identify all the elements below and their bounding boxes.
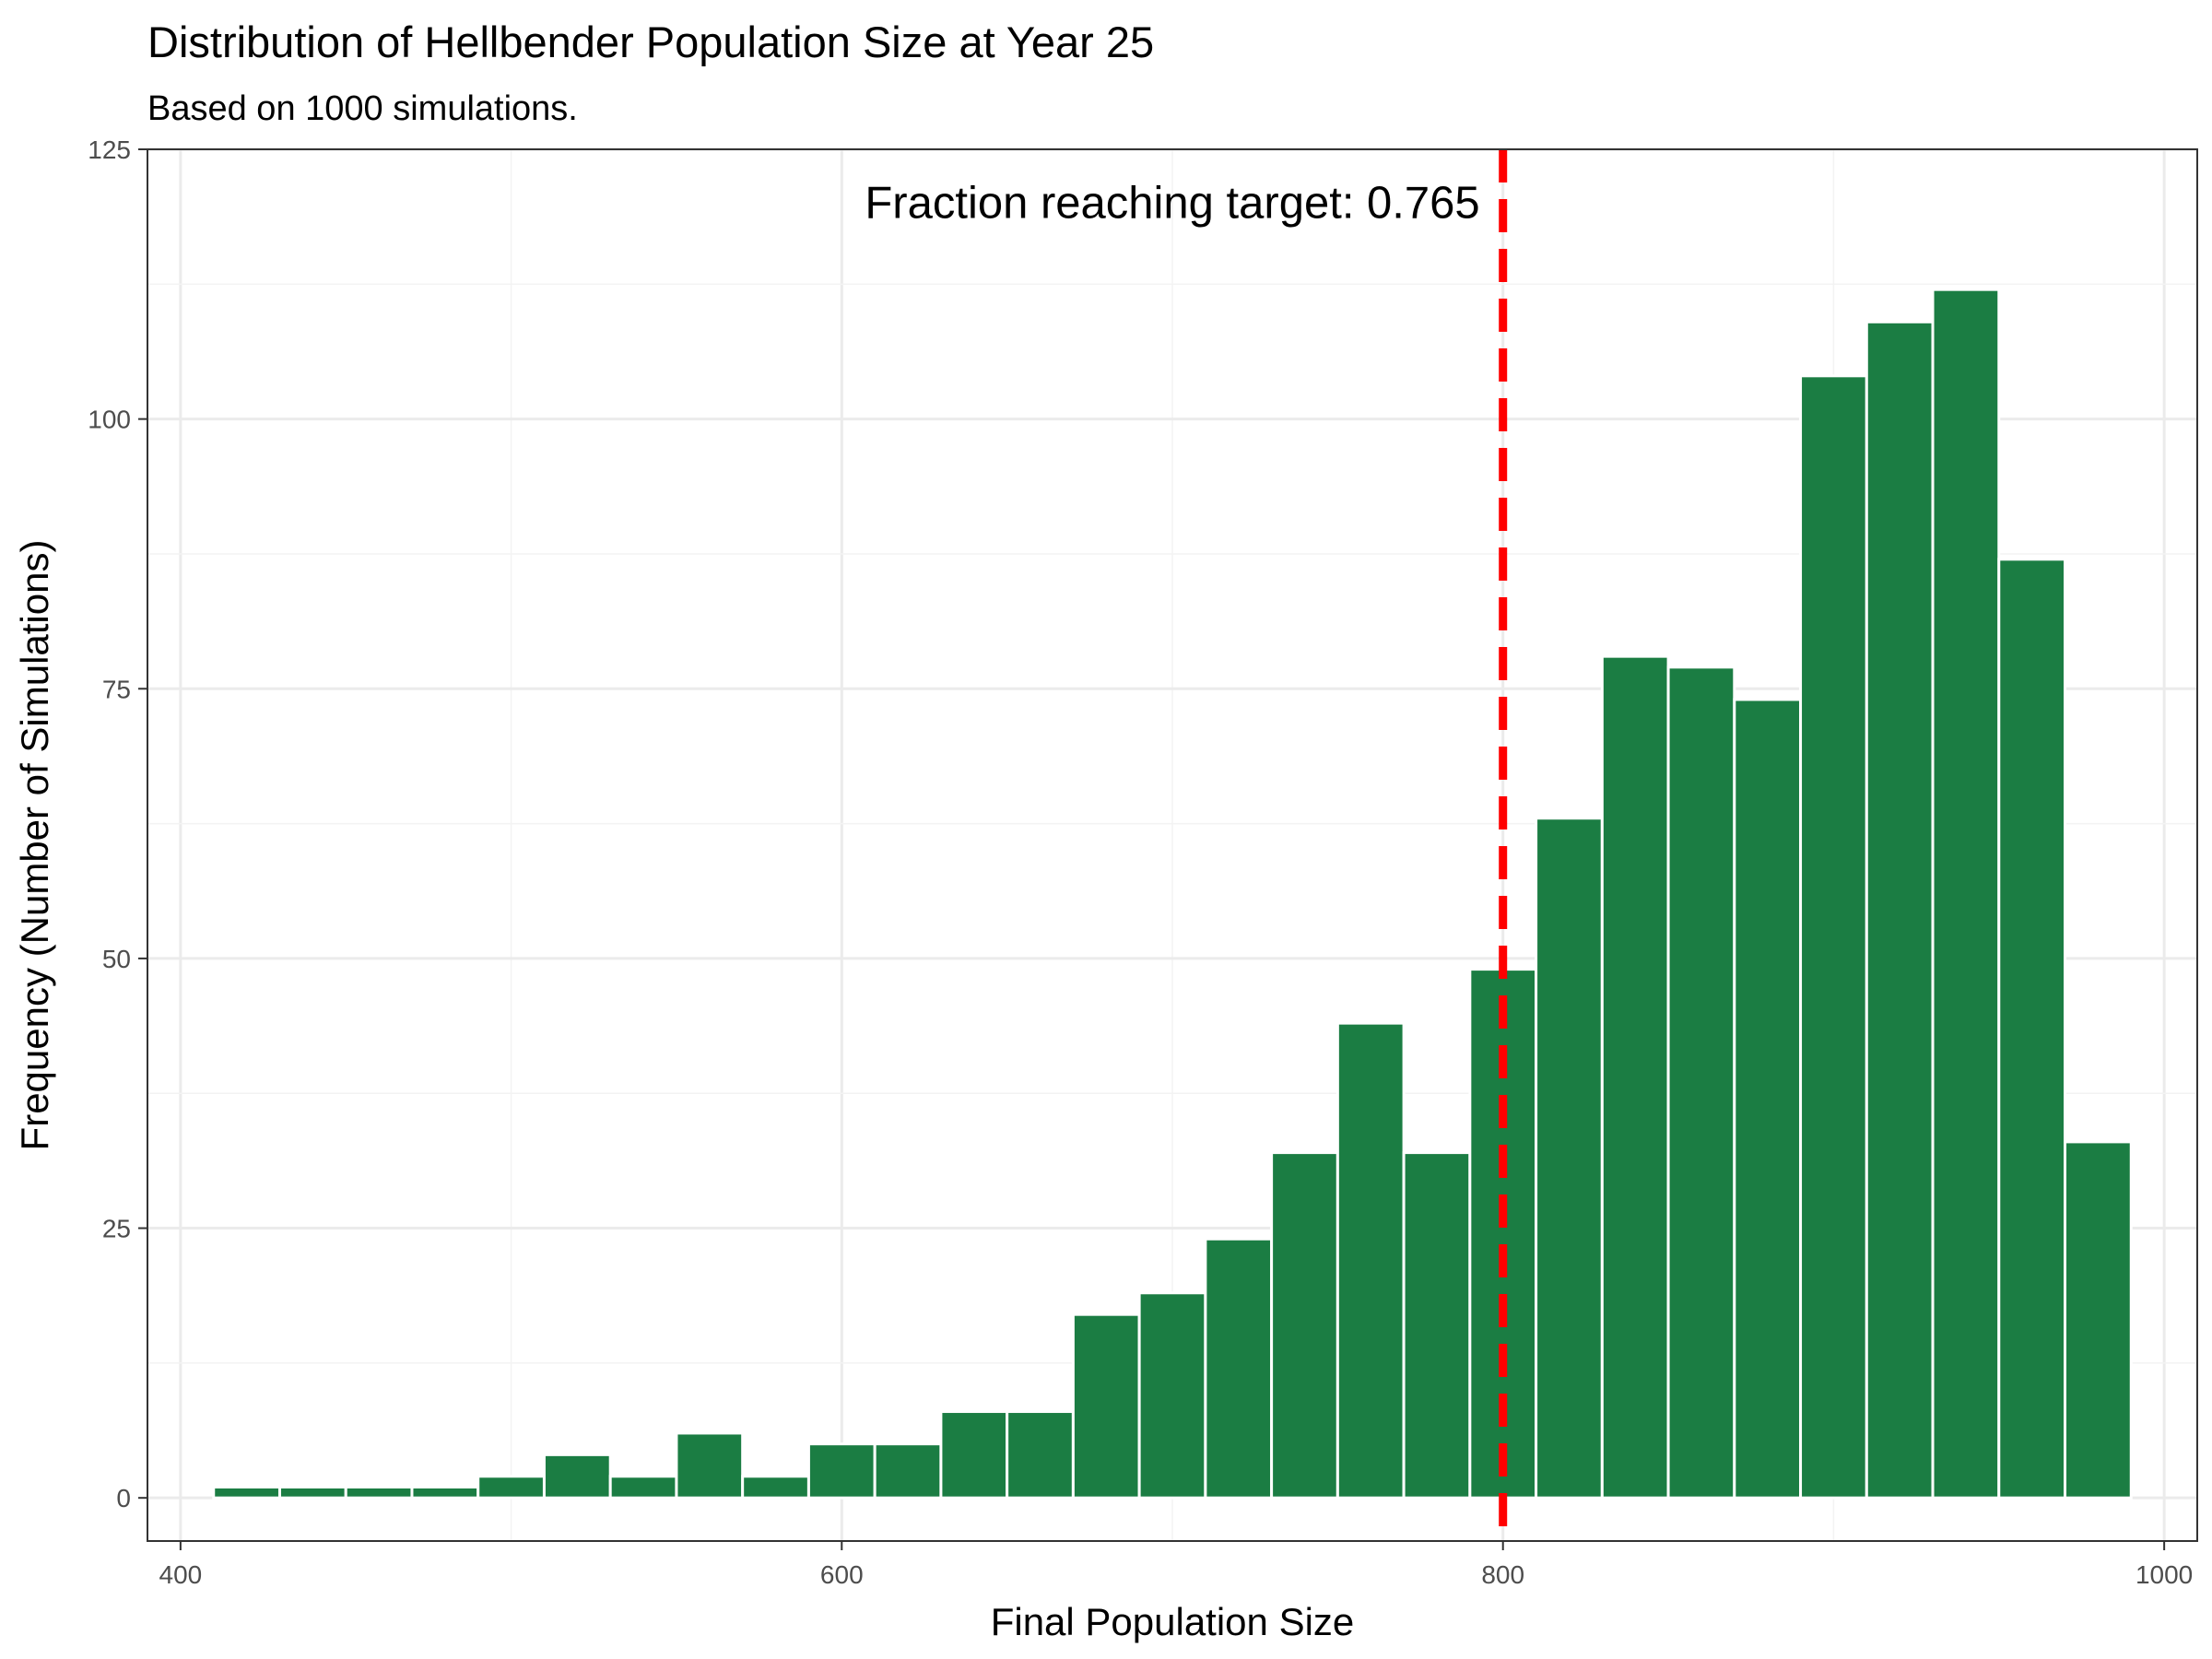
histogram-bar xyxy=(410,1485,480,1500)
histogram-bar xyxy=(277,1485,347,1500)
x-axis-label: Final Population Size xyxy=(991,1600,1355,1643)
x-tick-label: 1000 xyxy=(2136,1560,2193,1589)
y-tick-label: 25 xyxy=(102,1215,131,1243)
histogram-bars xyxy=(212,288,2133,1500)
x-tick-label: 800 xyxy=(1481,1560,1524,1589)
y-tick-label: 0 xyxy=(116,1484,131,1512)
histogram-bar xyxy=(1799,374,1868,1500)
histogram-bar xyxy=(806,1442,877,1500)
histogram-bar xyxy=(2064,1140,2133,1500)
histogram-bar xyxy=(477,1475,546,1500)
histogram-bar xyxy=(1865,320,1935,1500)
plot-panel-border xyxy=(147,148,2198,1542)
histogram-bar xyxy=(1733,698,1803,1500)
histogram-bar xyxy=(608,1475,678,1500)
histogram-bar xyxy=(1270,1151,1339,1500)
histogram-bar xyxy=(1600,654,1670,1500)
histogram-bar xyxy=(1666,665,1736,1500)
y-tick-label: 125 xyxy=(88,135,131,164)
chart-title: Distribution of Hellbender Population Si… xyxy=(147,18,1154,66)
histogram-bar xyxy=(1335,1021,1406,1500)
x-tick-label: 600 xyxy=(820,1560,864,1589)
chart-subtitle: Based on 1000 simulations. xyxy=(147,89,578,128)
histogram-bar xyxy=(939,1410,1009,1500)
y-axis-label: Frequency (Number of Simulations) xyxy=(13,540,56,1151)
histogram-bar xyxy=(1997,558,2067,1500)
histogram-bar xyxy=(873,1442,943,1500)
y-tick-label: 50 xyxy=(102,945,131,973)
x-axis-ticks: 400 600 800 1000 xyxy=(159,1541,2193,1589)
histogram-bar xyxy=(344,1485,414,1500)
histogram-bar xyxy=(1006,1410,1075,1500)
histogram-bar xyxy=(542,1453,612,1500)
y-axis-ticks: 0 25 50 75 100 125 xyxy=(88,135,147,1512)
fraction-annotation: Fraction reaching target: 0.765 xyxy=(865,179,1479,229)
histogram-bar xyxy=(1931,288,2001,1500)
histogram-bar xyxy=(741,1475,810,1500)
histogram-bar xyxy=(1402,1151,1472,1500)
histogram-bar xyxy=(1204,1237,1274,1500)
y-tick-label: 75 xyxy=(102,675,131,703)
histogram-bar xyxy=(1535,817,1604,1500)
histogram-bar xyxy=(1071,1312,1141,1500)
x-tick-label: 400 xyxy=(159,1560,203,1589)
histogram-bar xyxy=(675,1431,745,1500)
histogram-bar xyxy=(212,1485,281,1500)
y-tick-label: 100 xyxy=(88,406,131,434)
histogram-bar xyxy=(1137,1291,1207,1500)
